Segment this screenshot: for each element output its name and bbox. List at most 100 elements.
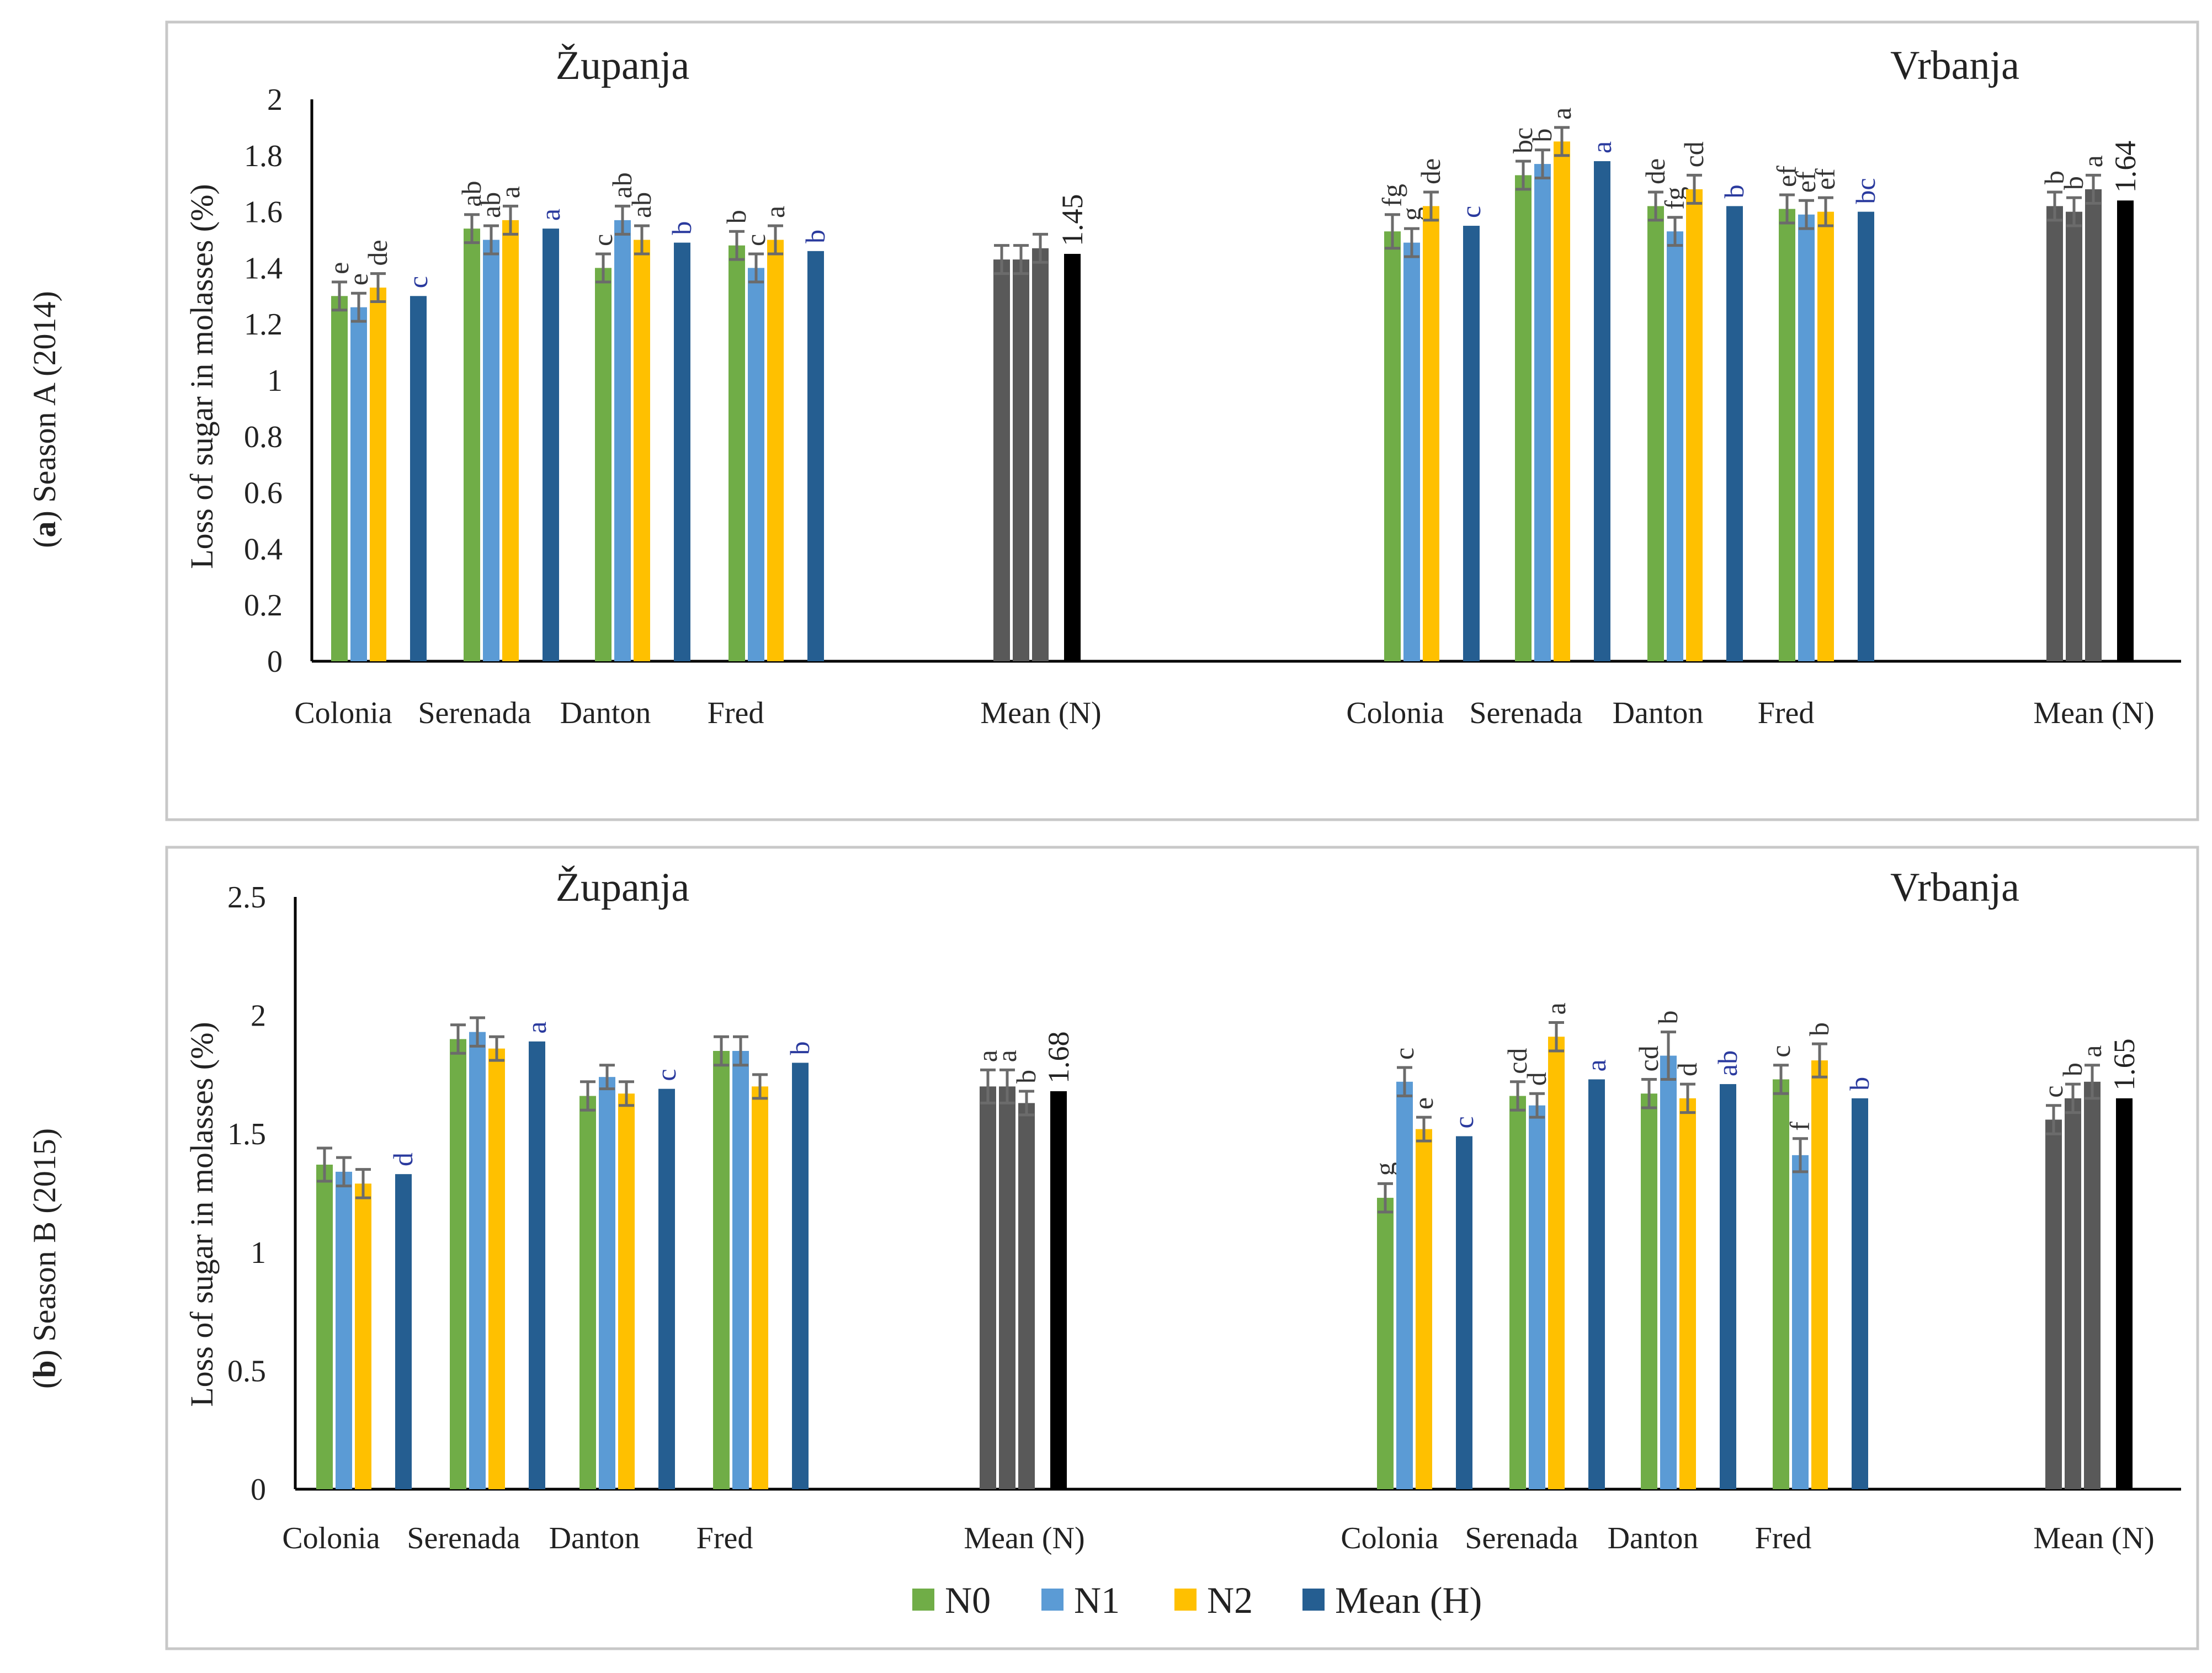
- panel-a-significance-letter: g: [1396, 207, 1427, 221]
- panel-a-vrbanja-category-label: Colonia: [1346, 696, 1444, 730]
- panel-a-y-tick-label: 1.4: [244, 251, 283, 285]
- panel-b-zupanja-category-label: Serenada: [407, 1521, 520, 1555]
- panel-b-vrbanja-danton-mean-h-bar: [1720, 1084, 1736, 1489]
- panel-a-significance-letter: ab: [475, 192, 506, 218]
- panel-b-zupanja-mean-n-bar: [980, 1086, 996, 1489]
- panel-a-significance-letter: a: [1546, 108, 1577, 120]
- panel-b-y-tick-label: 0: [251, 1473, 266, 1507]
- panel-a-zupanja-mean-n-bar: [1032, 248, 1049, 661]
- panel-b-significance-letter: b: [1844, 1077, 1875, 1091]
- panel-b-vrbanja-danton-n1-bar: [1660, 1055, 1677, 1489]
- panel-a-significance-letter: c: [587, 234, 618, 246]
- panel-a-vrbanja-serenada-n2-bar: [1554, 141, 1570, 662]
- panel-b-significance-letter: a: [1581, 1059, 1612, 1071]
- panel-a-significance-letter: ab: [456, 180, 487, 206]
- panel-a-vrbanja-serenada-n1-bar: [1534, 164, 1551, 661]
- panel-b-zupanja-colonia-n1-bar: [336, 1171, 352, 1489]
- panel-a-title-vrbanja: Vrbanja: [1890, 43, 2019, 88]
- legend-label-mean-h: Mean (H): [1335, 1579, 1482, 1621]
- panel-a-zupanja-danton-n2-bar: [634, 240, 650, 661]
- panel-b-y-axis-label: Loss of sugar in molasses (%): [184, 1022, 220, 1407]
- panel-a-vrbanja-category-label: Danton: [1613, 696, 1704, 730]
- panel-a-zupanja-serenada-mean-h-bar: [543, 229, 559, 661]
- panel-b-significance-letter: d: [1521, 1072, 1552, 1086]
- panel-b-vrbanja-mean-n-bar: [2045, 1119, 2062, 1489]
- panel-b-vrbanja-mean-n-bar: [2084, 1081, 2101, 1489]
- panel-a-vrbanja-mean-n-label: Mean (N): [2033, 696, 2154, 730]
- panel-a-vrbanja-colonia-mean-h-bar: [1463, 226, 1480, 661]
- panel-a-significance-letter: e: [343, 273, 374, 285]
- panel-b-vrbanja-colonia-n2-bar: [1416, 1129, 1432, 1489]
- legend-swatch-n0: [912, 1589, 934, 1611]
- panel-a-zupanja-category-label: Fred: [708, 696, 764, 730]
- panel-a-significance-letter: fg: [1376, 184, 1407, 207]
- panel-a-significance-letter: a: [494, 186, 525, 198]
- panel-b-significance-letter: a: [1540, 1002, 1571, 1015]
- panel-b-significance-letter: a: [991, 1050, 1022, 1062]
- panel-a-significance-letter: de: [362, 240, 393, 265]
- panel-a-y-tick-label: 2: [267, 83, 283, 117]
- panel-b-zupanja-fred-n0-bar: [713, 1050, 730, 1489]
- panel-a-vrbanja-serenada-mean-h-bar: [1594, 161, 1610, 662]
- panel-b-vrbanja-mean-n-bar: [2065, 1098, 2081, 1489]
- panel-a-significance-letter: cd: [1678, 141, 1709, 167]
- panel-a-significance-letter: a: [2077, 155, 2108, 167]
- panel-b-vrbanja-colonia-n1-bar: [1396, 1081, 1413, 1489]
- panel-a-significance-letter: a: [1586, 141, 1617, 153]
- panel-b-vrbanja-category-label: Colonia: [1341, 1521, 1438, 1555]
- panel-b-significance-letter: b: [2057, 1063, 2088, 1076]
- panel-a-significance-letter: ef: [1790, 171, 1821, 193]
- panel-a-significance-letter: de: [1640, 158, 1671, 184]
- panel-b-vrbanja-category-label: Fred: [1755, 1521, 1812, 1555]
- panel-a-vrbanja-colonia-n2-bar: [1423, 206, 1439, 661]
- panel-a-y-tick-label: 0.6: [244, 476, 283, 511]
- panel-b-vrbanja-colonia-n0-bar: [1377, 1198, 1394, 1489]
- panel-b-vrbanja-overall-mean-bar: [2116, 1098, 2133, 1489]
- panel-a-vrbanja-colonia-n0-bar: [1384, 231, 1401, 662]
- panel-b-zupanja-serenada-mean-h-bar: [529, 1041, 545, 1489]
- panel-a-significance-letter: c: [1455, 206, 1486, 218]
- panel-a-significance-letter: ef: [1771, 166, 1802, 187]
- panel-b-vrbanja-fred-n0-bar: [1773, 1079, 1789, 1489]
- panel-b-zupanja-danton-n0-bar: [579, 1096, 596, 1489]
- panel-a-plot: 0 0.2 0.4 0.6 0.8 1 1.2 1.4 1.6 1.8 2 Colonia Serena…: [244, 83, 2155, 730]
- panel-b-y-tick-label: 1: [251, 1236, 266, 1270]
- panel-a-significance-letter: bc: [1507, 128, 1538, 153]
- panel-a-y-tick-label: 1.2: [244, 307, 283, 342]
- panel-a-vrbanja-fred-n0-bar: [1779, 209, 1795, 661]
- panel-a-significance-letter: e: [323, 262, 354, 274]
- panel-a-vrbanja-danton-n0-bar: [1647, 206, 1664, 661]
- panel-a-zupanja-colonia-mean-h-bar: [410, 296, 427, 661]
- panel-b-significance-letter: b: [1011, 1070, 1041, 1084]
- panel-a-vrbanja-category-label: Serenada: [1469, 696, 1582, 730]
- panel-a-significance-letter: a: [759, 206, 790, 218]
- panel-a-zupanja-mean-n-bar: [993, 259, 1010, 661]
- panel-a-y-tick-label: 0.8: [244, 420, 283, 454]
- panel-b-zupanja-overall-mean-bar: [1050, 1091, 1067, 1489]
- panel-a-zupanja-fred-n2-bar: [767, 240, 784, 661]
- panel-b-vrbanja-category-label: Serenada: [1465, 1521, 1578, 1555]
- panel-a-y-tick-label: 0.4: [244, 532, 283, 566]
- panel-a-y-tick-label: 1.6: [244, 195, 283, 230]
- panel-b-significance-letter: b: [1804, 1022, 1835, 1036]
- panel-b-title-zupanja: Županja: [556, 865, 689, 910]
- panel-b-zupanja-mean-n-label: Mean (N): [964, 1521, 1084, 1555]
- panel-b-significance-letter: a: [2076, 1045, 2107, 1058]
- panel-b-significance-letter: cd: [1502, 1048, 1533, 1074]
- legend-label-n2: N2: [1207, 1579, 1253, 1621]
- panel-b-zupanja-colonia-n2-bar: [355, 1183, 371, 1489]
- panel-a-vrbanja-danton-mean-h-bar: [1726, 206, 1743, 661]
- panel-b-y-tick-label: 2: [251, 999, 266, 1033]
- panel-a-significance-letter: de: [1415, 158, 1446, 184]
- panel-b-zupanja-danton-mean-h-bar: [658, 1088, 675, 1489]
- panel-b-y-tick-label: 2.5: [227, 880, 266, 915]
- legend-swatch-mean-h: [1302, 1589, 1325, 1611]
- panel-a-significance-letter: b: [721, 210, 752, 224]
- panel-b-significance-letter: a: [972, 1050, 1003, 1062]
- panel-a-vrbanja-overall-mean-bar: [2117, 200, 2134, 661]
- panel-a-vrbanja-serenada-n0-bar: [1515, 175, 1532, 661]
- panel-b-zupanja-danton-n1-bar: [599, 1077, 615, 1489]
- panel-a-significance-letter: ef: [1810, 168, 1841, 190]
- panel-b-significance-letter: c: [651, 1069, 682, 1081]
- panel-b-significance-letter: d: [1672, 1063, 1703, 1076]
